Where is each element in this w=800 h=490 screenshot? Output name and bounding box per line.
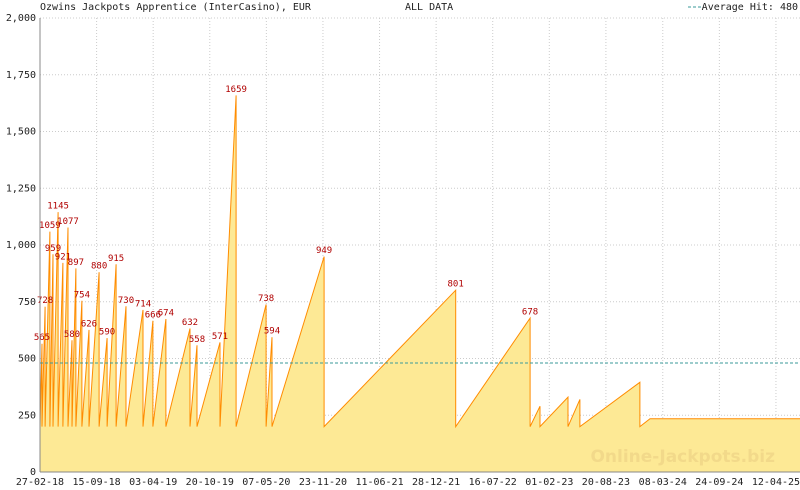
y-tick-label: 1,250 (6, 183, 36, 194)
peak-label: 558 (189, 335, 205, 345)
peak-label: 730 (118, 296, 134, 306)
peak-label: 801 (448, 280, 464, 290)
peak-label: 678 (522, 308, 538, 318)
peak-label: 1059 (39, 221, 61, 231)
peak-label: 632 (182, 318, 198, 328)
peak-label: 880 (91, 262, 107, 272)
x-tick-label: 28-12-21 (412, 477, 460, 488)
y-tick-label: 1,500 (6, 127, 36, 138)
y-tick-label: 250 (18, 410, 36, 421)
peak-label: 594 (264, 327, 280, 337)
peak-label: 897 (68, 258, 84, 268)
x-tick-label: 16-07-22 (469, 477, 517, 488)
peak-label: 1145 (47, 202, 69, 212)
x-tick-label: 07-05-20 (242, 477, 290, 488)
x-tick-label: 03-04-19 (129, 477, 177, 488)
x-tick-label: 24-09-24 (695, 477, 743, 488)
peak-label: 728 (37, 296, 53, 306)
peak-label: 626 (81, 319, 97, 329)
y-tick-label: 0 (30, 467, 36, 478)
y-tick-label: 2,000 (6, 13, 36, 24)
line (39, 95, 800, 429)
y-tick-label: 1,000 (6, 240, 36, 251)
x-tick-label: 27-02-18 (16, 477, 64, 488)
peak-label: 959 (45, 244, 61, 254)
peak-label: 949 (316, 246, 332, 256)
peak-label: 590 (99, 328, 115, 338)
x-tick-label: 08-03-24 (639, 477, 687, 488)
peak-label: 754 (74, 290, 90, 300)
legend-label: Average Hit: 480 (702, 2, 798, 13)
peak-label: 738 (258, 294, 274, 304)
y-tick-label: 500 (18, 354, 36, 365)
peak-label: 1077 (57, 217, 79, 227)
watermark: Online-Jackpots.biz (590, 447, 775, 467)
y-tick-label: 750 (18, 297, 36, 308)
x-tick-label: 01-02-23 (525, 477, 573, 488)
peak-label: 714 (135, 299, 151, 309)
chart-subtitle: ALL DATA (405, 2, 453, 13)
peak-label: 1659 (225, 85, 247, 95)
peak-label: 565 (34, 333, 50, 343)
peak-label: 571 (212, 332, 228, 342)
x-tick-label: 20-08-23 (582, 477, 630, 488)
peak-label: 915 (108, 254, 124, 264)
x-tick-label: 23-11-20 (299, 477, 347, 488)
x-tick-label: 12-04-25 (752, 477, 800, 488)
area (40, 95, 800, 473)
y-tick-label: 1,750 (6, 70, 36, 81)
peak-label: 580 (64, 330, 80, 340)
chart-title: Ozwins Jackpots Apprentice (InterCasino)… (40, 2, 312, 13)
peak-label: 921 (55, 252, 71, 262)
x-tick-label: 15-09-18 (73, 477, 121, 488)
x-tick-label: 11-06-21 (355, 477, 403, 488)
x-tick-label: 20-10-19 (186, 477, 234, 488)
peak-label: 674 (158, 309, 174, 319)
peak-label: 666 (145, 310, 161, 320)
